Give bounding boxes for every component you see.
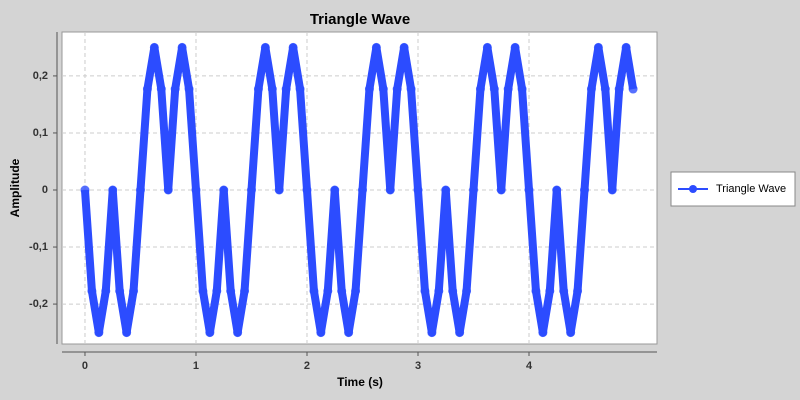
data-point	[212, 286, 222, 296]
data-point	[593, 42, 603, 52]
chart-title: Triangle Wave	[310, 11, 410, 28]
y-tick-label: 0,1	[33, 127, 48, 139]
data-point	[246, 185, 256, 195]
x-tick-label: 2	[304, 360, 310, 372]
data-point	[260, 42, 270, 52]
data-point	[371, 42, 381, 52]
data-point	[545, 286, 555, 296]
data-point	[219, 185, 229, 195]
data-point	[94, 328, 104, 338]
y-tick-label: 0,2	[33, 70, 48, 82]
data-point	[115, 286, 125, 296]
data-point	[87, 286, 97, 296]
data-point	[559, 286, 569, 296]
data-point	[420, 286, 430, 296]
data-point	[628, 84, 638, 94]
data-point	[122, 328, 132, 338]
data-point	[586, 84, 596, 94]
data-point	[482, 42, 492, 52]
data-point	[101, 286, 111, 296]
data-point	[233, 328, 243, 338]
data-point	[600, 84, 610, 94]
data-point	[302, 185, 312, 195]
data-point	[448, 286, 458, 296]
data-point	[253, 84, 263, 94]
data-point	[392, 84, 402, 94]
data-point	[496, 185, 506, 195]
y-tick-label: -0,2	[29, 298, 48, 310]
data-point	[316, 328, 326, 338]
data-point	[357, 185, 367, 195]
data-point	[566, 328, 576, 338]
data-point	[129, 286, 139, 296]
data-point	[510, 42, 520, 52]
data-point	[538, 328, 548, 338]
y-axis-label: Amplitude	[8, 158, 22, 217]
data-point	[344, 328, 354, 338]
x-tick-label: 0	[82, 360, 88, 372]
data-point	[135, 185, 145, 195]
data-point	[489, 84, 499, 94]
data-point	[184, 84, 194, 94]
data-point	[469, 185, 479, 195]
series-line	[80, 43, 638, 337]
data-point	[337, 286, 347, 296]
data-point	[323, 286, 333, 296]
legend	[670, 171, 796, 207]
data-point	[80, 185, 90, 195]
data-point	[205, 328, 215, 338]
data-point	[142, 84, 152, 94]
x-tick-label: 4	[526, 360, 533, 372]
data-point	[413, 185, 423, 195]
data-point	[517, 84, 527, 94]
data-point	[351, 286, 361, 296]
data-point	[240, 286, 250, 296]
data-point	[406, 84, 416, 94]
data-point	[330, 185, 340, 195]
data-point	[295, 84, 305, 94]
data-point	[580, 185, 590, 195]
data-point	[621, 42, 631, 52]
data-point	[281, 84, 291, 94]
data-point	[607, 185, 617, 195]
x-tick-label: 3	[415, 360, 421, 372]
data-point	[149, 42, 159, 52]
data-point	[455, 328, 465, 338]
legend-label: Triangle Wave	[716, 183, 786, 195]
data-point	[531, 286, 541, 296]
data-point	[503, 84, 513, 94]
data-point	[288, 42, 298, 52]
x-axis-label: Time (s)	[337, 375, 383, 389]
data-point	[108, 185, 118, 195]
data-point	[614, 84, 624, 94]
data-point	[573, 286, 583, 296]
y-tick-label: -0,1	[29, 241, 48, 253]
data-point	[198, 286, 208, 296]
data-point	[385, 185, 395, 195]
data-point	[267, 84, 277, 94]
data-point	[364, 84, 374, 94]
data-point	[309, 286, 319, 296]
data-point	[399, 42, 409, 52]
data-point	[156, 84, 166, 94]
data-point	[170, 84, 180, 94]
data-point	[434, 286, 444, 296]
data-point	[177, 42, 187, 52]
data-point	[191, 185, 201, 195]
x-tick-label: 1	[193, 360, 199, 372]
data-point	[475, 84, 485, 94]
data-point	[552, 185, 562, 195]
y-tick-label: 0	[42, 184, 48, 196]
legend-marker	[689, 185, 697, 193]
data-point	[378, 84, 388, 94]
data-point	[462, 286, 472, 296]
data-point	[524, 185, 534, 195]
data-point	[274, 185, 284, 195]
data-point	[441, 185, 451, 195]
data-point	[427, 328, 437, 338]
data-point	[226, 286, 236, 296]
data-point	[163, 185, 173, 195]
